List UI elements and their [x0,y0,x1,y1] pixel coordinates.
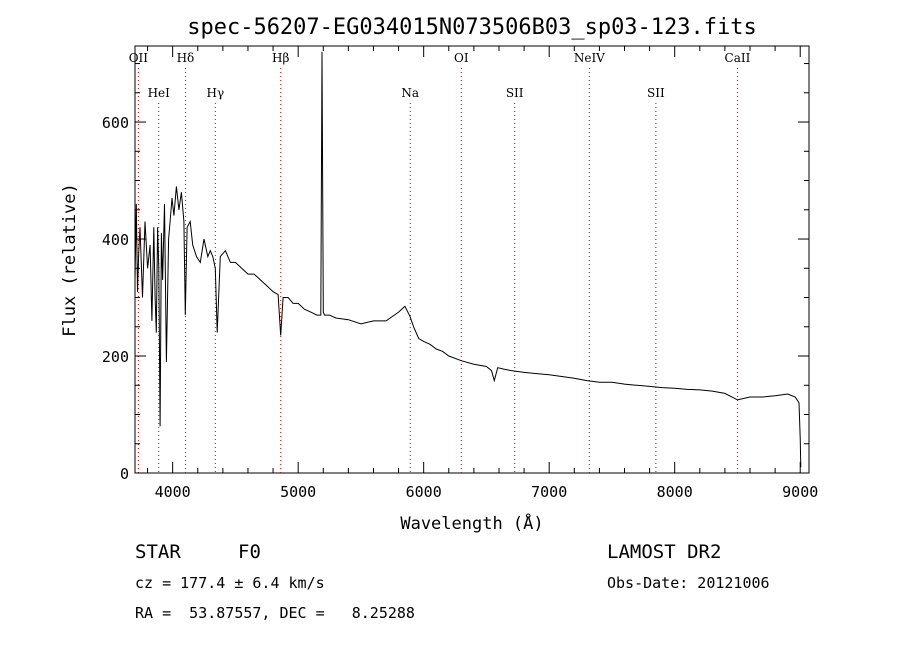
y-tick-label: 0 [120,465,129,483]
y-tick-label: 600 [102,114,129,132]
x-axis-ticks: 4000 5000 6000 7000 8000 9000 [147,46,818,501]
y-tick-label: 200 [102,348,129,366]
chart-title: spec-56207-EG034015N073506B03_sp03-123.f… [187,15,757,40]
y-axis-ticks: 0 200 400 600 [102,63,809,483]
line-marker-label: CaII [725,51,751,65]
line-marker-label: OI [454,51,469,65]
spectrum-line [134,51,802,468]
x-tick-label: 5000 [280,483,316,501]
x-axis-label: Wavelength (Å) [400,512,543,534]
spectral-line-labels: OII HeI Hδ Hγ Hβ Na OI SII NeIV SII CaII [129,51,751,100]
line-marker-label: HeI [148,86,171,100]
observation-date: Obs-Date: 20121006 [607,574,770,592]
line-marker-label: OII [129,51,149,65]
line-marker-label: Na [401,86,419,100]
redshift-velocity: cz = 177.4 ± 6.4 km/s [135,574,325,592]
line-marker-label: Hδ [177,51,195,65]
object-type: STAR [135,541,181,563]
x-tick-label: 8000 [657,483,693,501]
line-marker-label: SII [647,86,665,100]
x-tick-label: 7000 [531,483,567,501]
y-tick-label: 400 [102,231,129,249]
survey-name: LAMOST DR2 [607,541,722,563]
coordinates: RA = 53.87557, DEC = 8.25288 [135,604,415,622]
x-tick-label: 4000 [155,483,191,501]
object-subclass: F0 [238,541,261,563]
y-axis-label: Flux (relative) [60,183,80,337]
spectral-line-markers [137,68,738,473]
line-marker-label: NeIV [574,51,605,65]
plot-frame [134,45,810,474]
line-marker-label: Hβ [272,51,289,65]
line-marker-label: Hγ [207,86,225,100]
x-tick-label: 9000 [782,483,818,501]
line-marker-label: SII [506,86,524,100]
x-tick-label: 6000 [406,483,442,501]
